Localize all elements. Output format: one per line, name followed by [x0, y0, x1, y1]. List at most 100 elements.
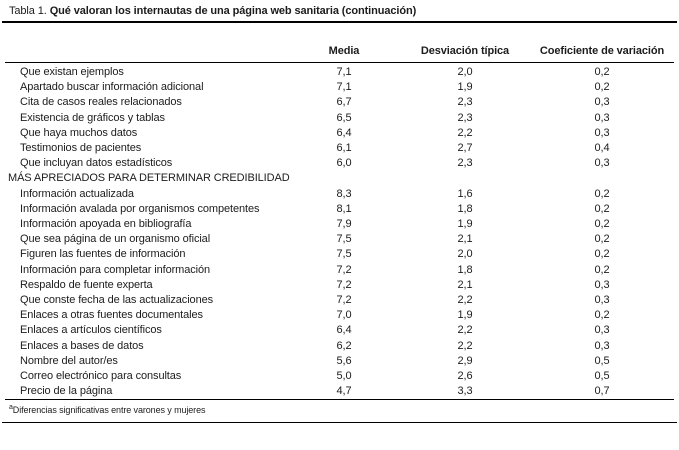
desviacion-value: 3,3 [457, 385, 473, 398]
table-row: Enlaces a artículos científicos 6,4 2,2 0,3 [5, 323, 674, 338]
row-label: Respaldo de fuente experta [20, 278, 153, 291]
media-value: 7,1 [336, 66, 352, 78]
desviacion-value: 2,3 [457, 96, 473, 109]
media-value: 6,7 [336, 96, 352, 109]
row-label: Que incluyan datos estadísticos [20, 157, 173, 170]
media-value: 7,0 [336, 309, 352, 322]
header-cell-desviacion: Desviación típica [400, 23, 530, 63]
row-label: Cita de casos reales relacionados [20, 96, 182, 109]
row-label: Correo electrónico para consultas [20, 370, 182, 383]
desviacion-value: 1,9 [457, 218, 473, 231]
table-row: Que sea página de un organismo oficial 7,… [5, 232, 674, 247]
coeficiente-value: 0,3 [594, 324, 610, 337]
row-label: Nombre del autor/es [20, 354, 118, 367]
desviacion-value: 2,3 [457, 111, 473, 124]
table-row: Que conste fecha de las actualizaciones 7… [5, 293, 674, 308]
coeficiente-value: 0,2 [594, 248, 610, 261]
data-table: Media Desviación típica Coeficiente de v… [5, 23, 674, 401]
table-row: Figuren las fuentes de información 7,5 2,0… [5, 247, 674, 262]
table-row: Nombre del autor/es 5,6 2,9 0,5 [5, 354, 674, 369]
desviacion-value: 2,1 [457, 233, 473, 246]
footnote-text: Diferencias significativas entre varones… [12, 405, 206, 416]
table-body: Que existan ejemplos 7,1 2,0 0,2 Apartado bu… [5, 63, 674, 400]
media-value: 6,1 [336, 142, 352, 155]
table-row: Enlaces a otras fuentes documentales 7,0 1… [5, 308, 674, 323]
media-value: 7,2 [336, 263, 352, 276]
table-row: Apartado buscar información adicional 7,1… [5, 80, 674, 95]
coeficiente-value: 0,2 [594, 263, 610, 276]
desviacion-value: 2,1 [457, 278, 473, 291]
row-label: Enlaces a bases de datos [20, 339, 144, 352]
row-label: Información actualizada [20, 187, 134, 200]
table-row: Precio de la página 4,7 3,3 0,7 [5, 384, 674, 400]
media-value: 4,7 [336, 385, 352, 398]
desviacion-value: 2,0 [457, 248, 473, 261]
footnote-marker: a [9, 404, 13, 412]
desviacion-value: 2,6 [457, 370, 473, 383]
row-label: Que haya muchos datos [20, 126, 138, 139]
table-row: Testimonios de pacientes 6,1 2,7 0,4 [5, 141, 674, 156]
coeficiente-value: 0,2 [594, 202, 610, 215]
section-header: MÁS APRECIADOS PARA DETERMINAR CREDIBILI… [8, 172, 290, 185]
desviacion-value: 2,0 [457, 66, 473, 78]
desviacion-value: 2,2 [457, 294, 473, 307]
media-value: 6,4 [336, 324, 352, 337]
row-label: Testimonios de pacientes [20, 142, 142, 155]
row-label: Apartado buscar información adicional [20, 81, 204, 94]
coeficiente-value: 0,4 [594, 142, 610, 155]
media-value: 7,1 [336, 81, 352, 94]
coeficiente-value: 0,5 [594, 354, 610, 367]
coeficiente-value: 0,3 [594, 157, 610, 170]
coeficiente-value: 0,2 [594, 187, 610, 200]
coeficiente-value: 0,3 [594, 339, 610, 352]
table-row: Información avalada por organismos compe… [5, 202, 674, 217]
section-header-row: MÁS APRECIADOS PARA DETERMINAR CREDIBILI… [5, 171, 674, 186]
table-footnote: aDiferencias significativas entre varone… [2, 400, 677, 424]
desviacion-value: 1,9 [457, 309, 473, 322]
row-label: Información avalada por organismos compe… [20, 202, 260, 215]
desviacion-value: 2,7 [457, 142, 473, 155]
media-value: 5,0 [336, 370, 352, 383]
table-number: Tabla 1. [9, 5, 47, 17]
table-row: Que haya muchos datos 6,4 2,2 0,3 [5, 126, 674, 141]
coeficiente-value: 0,3 [594, 278, 610, 291]
desviacion-value: 2,2 [457, 339, 473, 352]
row-label: Existencia de gráficos y tablas [20, 111, 165, 124]
table-row: Respaldo de fuente experta 7,2 2,1 0,3 [5, 278, 674, 293]
media-value: 5,6 [336, 354, 352, 367]
desviacion-value: 2,3 [457, 157, 473, 170]
coeficiente-value: 0,7 [594, 385, 610, 398]
media-value: 6,5 [336, 111, 352, 124]
header-cell-empty [5, 23, 288, 63]
desviacion-value: 1,8 [457, 263, 473, 276]
desviacion-value: 1,8 [457, 202, 473, 215]
coeficiente-value: 0,2 [594, 81, 610, 94]
table-row: Información para completar información 7,… [5, 263, 674, 278]
table-row: Que incluyan datos estadísticos 6,0 2,3 0,3 [5, 156, 674, 171]
media-value: 8,3 [336, 187, 352, 200]
table-row: Información actualizada 8,3 1,6 0,2 [5, 187, 674, 202]
header-cell-media: Media [288, 23, 400, 63]
media-value: 7,5 [336, 233, 352, 246]
media-value: 7,2 [336, 294, 352, 307]
desviacion-value: 2,2 [457, 126, 473, 139]
row-label: Que conste fecha de las actualizaciones [20, 294, 213, 307]
media-value: 7,9 [336, 218, 352, 231]
row-label: Enlaces a otras fuentes documentales [20, 309, 203, 322]
table-row: Enlaces a bases de datos 6,2 2,2 0,3 [5, 339, 674, 354]
row-label: Información para completar información [20, 263, 211, 276]
coeficiente-value: 0,3 [594, 96, 610, 109]
row-label: Que existan ejemplos [20, 66, 124, 78]
header-cell-coeficiente: Coeficiente de variación [530, 23, 674, 63]
row-label: Enlaces a artículos científicos [20, 324, 162, 337]
media-value: 6,2 [336, 339, 352, 352]
table-row: Que existan ejemplos 7,1 2,0 0,2 [5, 63, 674, 81]
row-label: Información apoyada en bibliografía [20, 218, 192, 231]
row-label: Que sea página de un organismo oficial [20, 233, 211, 246]
row-label: Figuren las fuentes de información [20, 248, 186, 261]
media-value: 6,4 [336, 126, 352, 139]
coeficiente-value: 0,2 [594, 218, 610, 231]
desviacion-value: 1,6 [457, 187, 473, 200]
coeficiente-value: 0,3 [594, 294, 610, 307]
